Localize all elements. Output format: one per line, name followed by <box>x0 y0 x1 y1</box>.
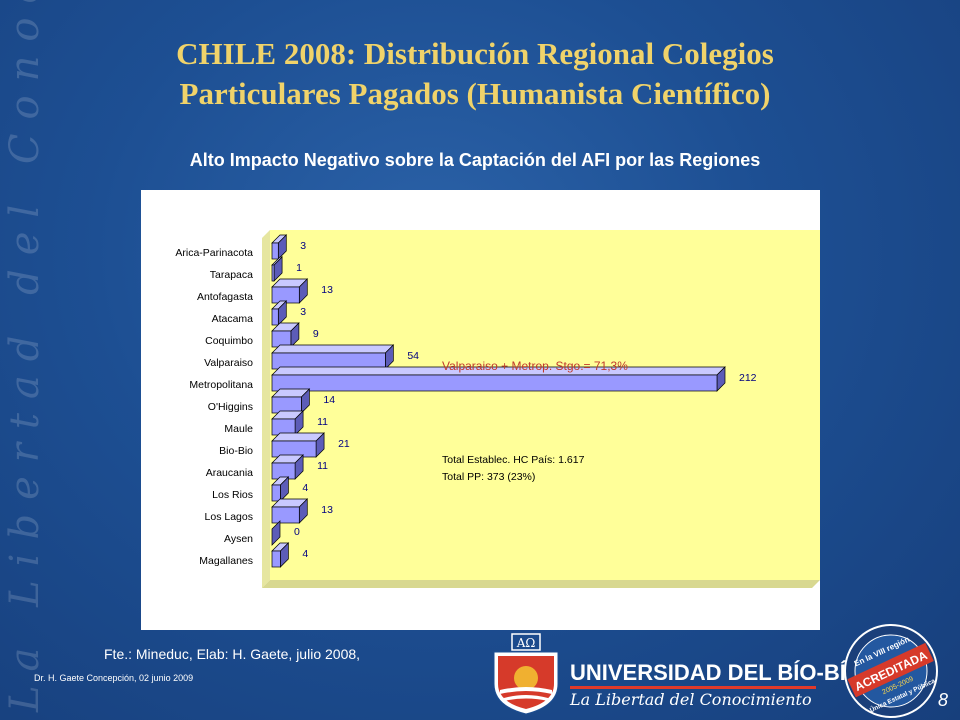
category-label: Arica-Parinacota <box>175 247 253 259</box>
bar <box>271 242 279 260</box>
plot-side-wall <box>262 230 270 588</box>
page-number: 8 <box>938 690 949 710</box>
category-label: Valparaiso <box>204 357 253 369</box>
value-label: 9 <box>313 328 319 340</box>
value-label: 3 <box>300 306 306 318</box>
side-watermark: La Libertad del Conocimiento <box>2 0 48 712</box>
category-label: Antofagasta <box>197 291 253 303</box>
category-label: Aysen <box>224 533 253 545</box>
bar-chart: Arica-Parinacota 3 Tarapaca 1 Antofagasta 13 A… <box>175 230 820 588</box>
bar <box>271 484 281 502</box>
value-label: 212 <box>739 372 757 384</box>
bar <box>271 462 296 480</box>
category-label: Coquimbo <box>205 335 253 347</box>
bar <box>271 308 279 326</box>
bar <box>271 352 386 370</box>
value-label: 11 <box>317 460 328 472</box>
accreditation-seal-icon: ACREDITADA En la VIII región 2005-2009 Ú… <box>844 624 938 718</box>
bar <box>271 418 296 436</box>
category-label: Maule <box>224 423 253 435</box>
bar <box>271 550 281 568</box>
value-label: 1 <box>296 262 302 274</box>
category-label: Metropolitana <box>189 379 253 391</box>
category-label: Los Lagos <box>205 511 253 523</box>
value-label: 14 <box>323 394 335 406</box>
plot-floor <box>262 580 820 588</box>
category-label: Araucania <box>206 467 253 479</box>
category-label: Atacama <box>212 313 254 325</box>
university-logo: AΩ UNIVERSIDAD DEL BÍO-BÍO La Libertad d… <box>486 632 863 716</box>
annotation-total-establishments: Total Establec. HC País: 1.617 <box>442 454 585 466</box>
bar <box>271 264 275 282</box>
category-label: Bio-Bio <box>219 445 253 457</box>
value-label: 4 <box>302 482 308 494</box>
plot-area <box>270 230 820 580</box>
category-label: Magallanes <box>199 555 253 567</box>
value-label: 13 <box>321 284 333 296</box>
category-label: Tarapaca <box>210 269 253 281</box>
svg-text:AΩ: AΩ <box>516 636 536 650</box>
value-label: 11 <box>317 416 328 428</box>
bar <box>271 440 317 458</box>
value-label: 13 <box>321 504 333 516</box>
value-label: 0 <box>294 526 300 538</box>
university-slogan: La Libertad del Conocimiento <box>570 690 812 709</box>
university-crest-icon: AΩ <box>493 633 559 715</box>
value-label: 21 <box>338 438 350 450</box>
title-line-1: CHILE 2008: Distribución Regional Colegi… <box>176 36 774 71</box>
bar <box>271 374 718 392</box>
source-note: Fte.: Mineduc, Elab: H. Gaete, julio 200… <box>104 646 361 662</box>
bar-top <box>271 344 395 354</box>
divider <box>570 686 816 689</box>
bar <box>271 506 300 524</box>
bar <box>271 330 292 348</box>
footer-text: Dr. H. Gaete Concepción, 02 junio 2009 <box>34 673 194 683</box>
slide-title: CHILE 2008: Distribución Regional Colegi… <box>60 34 890 114</box>
category-label: O'Higgins <box>208 401 253 413</box>
bar <box>271 286 300 304</box>
bar <box>271 396 302 414</box>
value-label: 4 <box>302 548 308 560</box>
university-name: UNIVERSIDAD DEL BÍO-BÍO <box>570 660 863 685</box>
annotation-total-pp: Total PP: 373 (23%) <box>442 471 535 483</box>
annotation-share: Valparaiso + Metrop. Stgo.= 71,3% <box>442 359 628 373</box>
title-line-2: Particulares Pagados (Humanista Científi… <box>179 76 771 111</box>
slide-subtitle: Alto Impacto Negativo sobre la Captación… <box>189 150 761 170</box>
category-label: Los Rios <box>212 489 253 501</box>
bar-top <box>271 432 325 442</box>
bar-side <box>271 520 281 546</box>
value-label: 3 <box>300 240 306 252</box>
value-label: 54 <box>407 350 419 362</box>
chart-container: Arica-Parinacota 3 Tarapaca 1 Antofagasta 13 A… <box>141 190 820 630</box>
